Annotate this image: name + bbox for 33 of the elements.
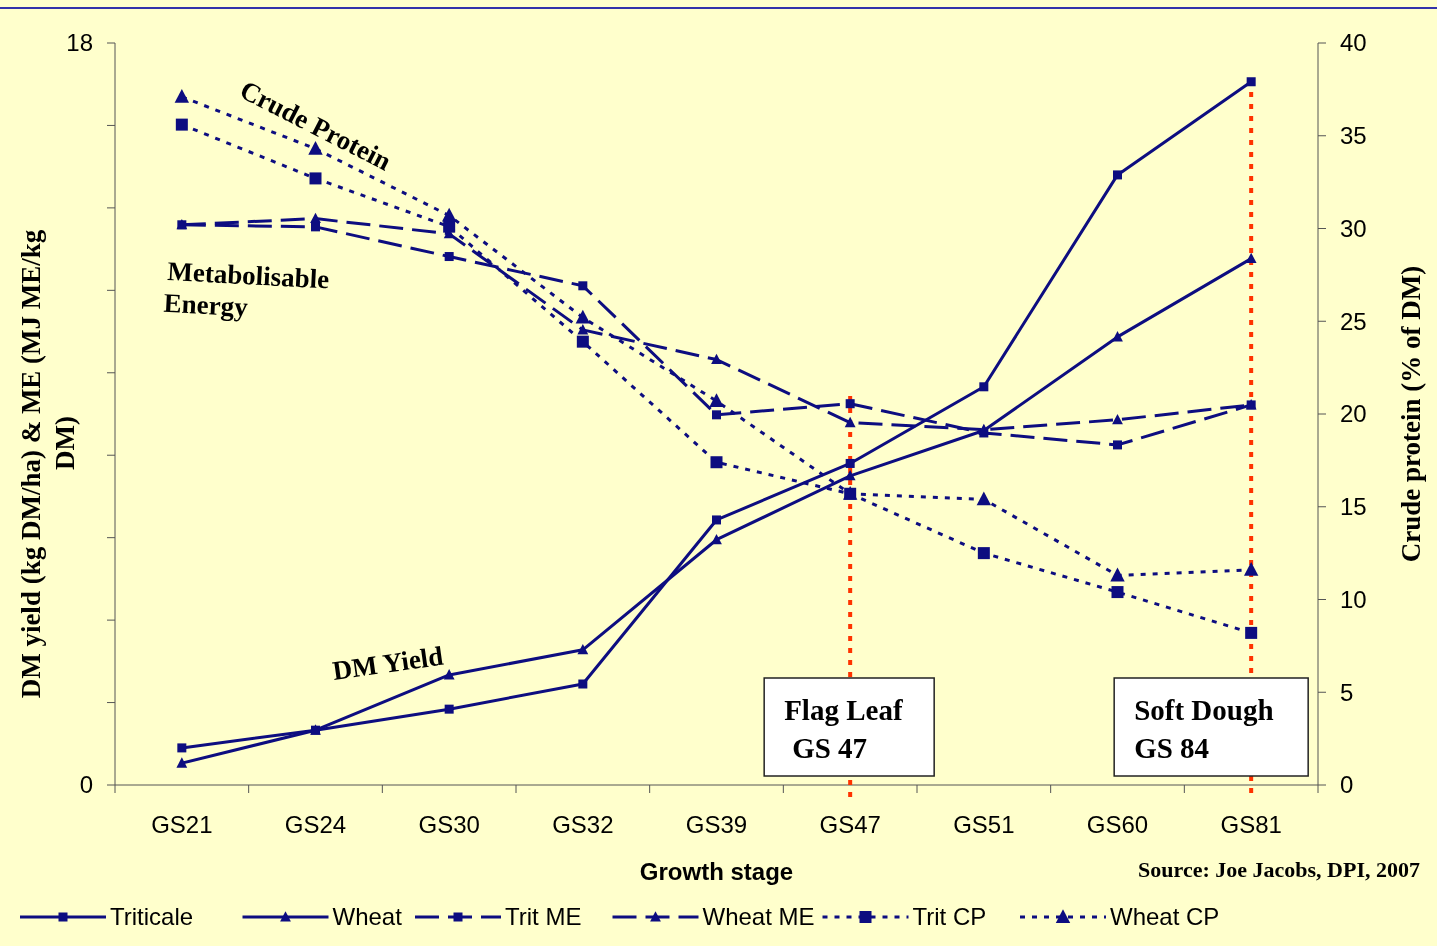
- x-tick-label: GS47: [819, 811, 881, 838]
- x-tick-label: GS21: [151, 811, 213, 838]
- y2-tick-label: 10: [1340, 585, 1367, 613]
- y2-tick-label: 25: [1340, 307, 1367, 335]
- x-tick-label: GS81: [1220, 811, 1282, 838]
- annotation: Metabolisable Energy: [163, 256, 331, 323]
- x-tick-label: GS60: [1086, 811, 1149, 838]
- annotation: DM Yield: [330, 640, 445, 686]
- y2-tick-label: 5: [1340, 678, 1354, 706]
- y2-axis-title: Crude protein (% of DM): [1396, 265, 1426, 563]
- x-tick-label: GS51: [953, 811, 1015, 838]
- legend-label: Trit CP: [912, 903, 987, 931]
- x-axis-title: Growth stage: [639, 858, 794, 885]
- x-tick-label: GS39: [685, 811, 748, 838]
- legend-label: Wheat CP: [1110, 903, 1220, 931]
- legend-label: Trit ME: [505, 903, 582, 931]
- x-tick-label: GS30: [418, 811, 480, 838]
- x-tick-label: GS32: [552, 811, 614, 838]
- y-axis-title: DM yield (kg DM/ha) & ME (MJ ME/kg DM): [16, 229, 80, 699]
- legend-label: Triticale: [110, 903, 194, 931]
- ref-line-label: Flag Leaf GS 47: [784, 694, 903, 764]
- y2-tick-label: 20: [1340, 400, 1367, 428]
- y-tick-label: 18: [66, 29, 93, 57]
- y2-tick-label: 35: [1340, 122, 1367, 150]
- y2-tick-label: 30: [1340, 214, 1367, 242]
- y2-tick-label: 40: [1340, 29, 1367, 57]
- x-tick-label: GS24: [284, 811, 347, 838]
- legend-label: Wheat ME: [702, 903, 815, 931]
- y2-tick-label: 0: [1340, 771, 1354, 799]
- y2-tick-label: 15: [1340, 493, 1367, 521]
- ref-line-label: Soft Dough GS 84: [1134, 694, 1274, 764]
- legend-label: Wheat: [332, 903, 403, 931]
- source-note: Source: Joe Jacobs, DPI, 2007: [1138, 857, 1420, 882]
